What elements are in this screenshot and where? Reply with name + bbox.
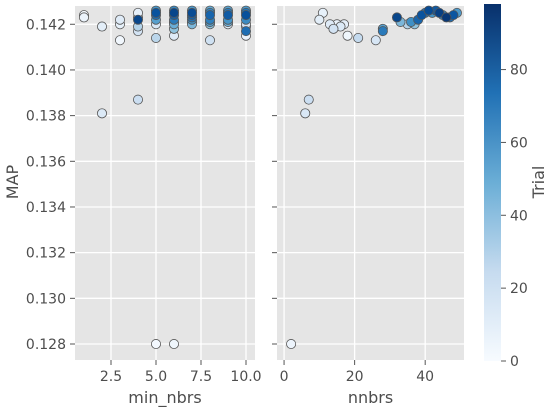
scatter-point	[150, 7, 161, 18]
x-axis-label: min_nbrs	[128, 388, 201, 408]
colorbar-tick-label: 20	[510, 281, 528, 297]
scatter-point	[434, 7, 445, 18]
y-tick-label: 0.128	[26, 337, 66, 353]
scatter-point	[186, 7, 197, 18]
scatter-point	[168, 7, 179, 18]
colorbar-tick-label: 80	[510, 63, 528, 79]
scatter-point	[391, 12, 402, 23]
y-tick-label: 0.138	[26, 109, 66, 125]
scatter-point	[342, 30, 353, 41]
scatter-point	[115, 35, 126, 46]
scatter-point	[204, 10, 215, 21]
x-tick-label: 20	[346, 369, 364, 385]
y-tick-label: 0.136	[26, 154, 66, 170]
scatter-point	[423, 5, 434, 16]
x-tick-label: 10.0	[230, 369, 261, 385]
scatter-point	[441, 12, 452, 23]
colorbar-label: Trial	[529, 166, 548, 200]
panel-1-background	[75, 6, 255, 360]
scatter-point	[370, 35, 381, 46]
scatter-point	[328, 23, 339, 34]
scatter-point	[377, 26, 388, 37]
colorbar-gradient	[484, 4, 501, 361]
scatter-point	[300, 108, 311, 119]
scatter-point	[240, 26, 251, 37]
scatter-point	[79, 12, 90, 23]
scatter-point	[314, 14, 325, 25]
x-tick-label: 2.5	[100, 369, 122, 385]
y-tick-label: 0.140	[26, 63, 66, 79]
scatter-point	[132, 14, 143, 25]
y-tick-label: 0.130	[26, 291, 66, 307]
scatter-point	[204, 35, 215, 46]
scatter-point	[240, 10, 251, 21]
scatter-point	[115, 14, 126, 25]
y-tick-label: 0.142	[26, 17, 66, 33]
x-tick-label: 5.0	[145, 369, 167, 385]
scatter-point	[168, 339, 179, 350]
scatter-point	[353, 32, 364, 43]
colorbar-tick-label: 0	[510, 354, 519, 370]
scatter-point	[303, 94, 314, 105]
scatter-point	[97, 21, 108, 32]
scatter-point	[150, 32, 161, 43]
scatter-point	[416, 10, 427, 21]
x-tick-label: 40	[416, 369, 434, 385]
scatter-point	[132, 94, 143, 105]
y-tick-label: 0.132	[26, 246, 66, 262]
scatter-point	[286, 339, 297, 350]
scatter-point	[150, 339, 161, 350]
colorbar-tick-label: 40	[510, 208, 528, 224]
colorbar-tick-label: 60	[510, 135, 528, 151]
scatter-point	[97, 108, 108, 119]
panel-2-background	[277, 6, 464, 360]
x-axis-label: nnbrs	[348, 388, 393, 407]
x-tick-label: 7.5	[190, 369, 212, 385]
scatter-point	[222, 10, 233, 21]
x-tick-label: 0	[280, 369, 289, 385]
y-axis-label: MAP	[3, 164, 22, 199]
y-tick-label: 0.134	[26, 200, 66, 216]
